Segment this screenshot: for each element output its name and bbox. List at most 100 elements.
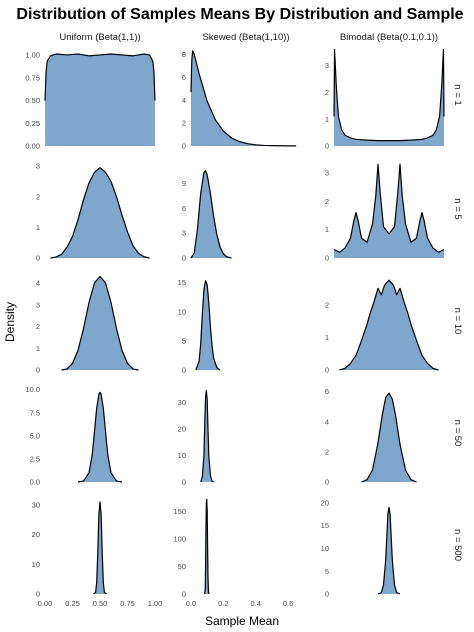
density-line — [200, 390, 214, 483]
density-line — [195, 280, 221, 371]
y-tick-label: 2 — [182, 119, 186, 128]
y-tick-label: 0.00 — [25, 142, 40, 151]
y-tick-label: 3 — [325, 168, 329, 177]
chart-title: Distribution of Samples Means By Distrib… — [16, 6, 463, 23]
y-tick-label: 8 — [182, 50, 186, 59]
density-line — [190, 170, 232, 259]
y-tick-label: 0.25 — [25, 119, 40, 128]
y-tick-label: 4 — [36, 278, 40, 287]
y-tick-label: 0 — [182, 590, 186, 599]
y-tick-label: 6 — [182, 73, 186, 82]
y-tick-label: 0 — [325, 478, 329, 487]
density-area — [61, 276, 139, 370]
density-line — [333, 48, 445, 142]
y-tick-label: 100 — [173, 535, 186, 544]
density-panel: 0 2 4 6 8 — [182, 50, 297, 151]
density-area — [334, 164, 444, 258]
y-tick-label: 2 — [325, 197, 329, 206]
x-tick-label: 0.0 — [186, 599, 196, 608]
y-tick-label: 1 — [325, 333, 329, 342]
density-panel: 0 5 10 15 20 — [321, 498, 401, 599]
column-strips: Uniform (Beta(1,1)) Skewed (Beta(1,10)) Bi… — [59, 32, 438, 43]
y-tick-label: 20 — [32, 530, 40, 539]
y-tick-label: 2 — [36, 192, 40, 201]
y-tick-label: 0 — [182, 478, 186, 487]
y-tick-label: 1 — [325, 225, 329, 234]
y-tick-label: 5 — [325, 567, 329, 576]
y-tick-label: 20 — [178, 425, 186, 434]
y-tick-label: 15 — [178, 278, 186, 287]
y-axis-label: Density — [3, 302, 17, 342]
x-tick-label: 0.50 — [93, 599, 108, 608]
row-strip-label: n = 10 — [452, 308, 463, 335]
y-tick-label: 10.0 — [25, 385, 40, 394]
y-tick-label: 0 — [182, 142, 186, 151]
y-tick-label: 10 — [178, 451, 186, 460]
y-tick-label: 2 — [325, 447, 329, 456]
density-line — [377, 506, 401, 595]
y-tick-label: 6 — [182, 204, 186, 213]
density-line — [61, 275, 139, 371]
density-line — [44, 53, 156, 101]
y-tick-label: 2 — [325, 300, 329, 309]
density-area — [339, 280, 439, 370]
x-tick-label: 1.00 — [148, 599, 163, 608]
y-tick-label: 0 — [325, 254, 329, 263]
y-tick-label: 20 — [321, 498, 329, 507]
density-line — [77, 391, 123, 483]
y-tick-label: 0 — [36, 254, 40, 263]
row-strips: n = 1 n = 5 n = 10 n = 50 n = 500 — [452, 84, 463, 561]
y-tick-label: 30 — [32, 501, 40, 510]
y-tick-label: 0 — [182, 254, 186, 263]
y-tick-label: 0 — [325, 366, 329, 375]
y-tick-label: 4 — [325, 417, 329, 426]
y-tick-label: 9 — [182, 179, 186, 188]
y-tick-label: 0 — [325, 590, 329, 599]
y-tick-label: 0 — [36, 366, 40, 375]
x-tick-label: 0.25 — [65, 599, 80, 608]
density-panel: 0 50 100 150 — [173, 498, 210, 599]
y-tick-label: 5 — [182, 336, 186, 345]
y-tick-label: 1 — [36, 223, 40, 232]
y-tick-label: 5.0 — [30, 431, 40, 440]
density-line — [190, 50, 297, 147]
column-strip-label: Bimodal (Beta(0.1,0.1)) — [340, 32, 438, 43]
row-strip-label: n = 5 — [452, 198, 463, 219]
y-tick-label: 10 — [178, 307, 186, 316]
density-panel: 0 1 2 3 4 — [36, 275, 139, 375]
density-panel: 0 3 6 9 — [182, 170, 232, 263]
y-tick-label: 6 — [325, 387, 329, 396]
density-panel: 0 10 20 30 — [178, 390, 214, 487]
density-panel: 0 2 4 6 — [325, 387, 417, 487]
y-tick-label: 1.00 — [25, 51, 40, 60]
y-tick-label: 1 — [36, 344, 40, 353]
y-tick-label: 0 — [182, 366, 186, 375]
density-area — [191, 50, 297, 146]
density-area — [78, 392, 122, 482]
y-tick-label: 15 — [321, 521, 329, 530]
x-tick-label: 0.4 — [250, 599, 260, 608]
y-tick-label: 10 — [32, 560, 40, 569]
y-tick-label: 150 — [173, 507, 186, 516]
y-tick-label: 3 — [325, 61, 329, 70]
y-tick-label: 2 — [325, 88, 329, 97]
density-line — [93, 501, 107, 595]
density-area — [50, 167, 150, 258]
density-panel: 0 1 2 3 — [325, 48, 445, 151]
y-tick-label: 3 — [36, 300, 40, 309]
y-tick-label: 2 — [36, 322, 40, 331]
y-tick-label: 4 — [182, 96, 186, 105]
y-tick-label: 10 — [321, 544, 329, 553]
column-strip-label: Skewed (Beta(1,10)) — [202, 32, 289, 43]
row-strip-label: n = 1 — [452, 84, 463, 105]
density-panel: 0 1 2 3 — [325, 163, 445, 263]
density-area — [93, 501, 107, 594]
y-tick-label: 50 — [178, 562, 186, 571]
y-tick-label: 0.50 — [25, 96, 40, 105]
density-area — [378, 507, 400, 594]
x-axis-label: Sample Mean — [205, 614, 279, 628]
x-tick-label: 0.00 — [38, 599, 53, 608]
y-tick-label: 1 — [325, 115, 329, 124]
x-tick-label: 0.2 — [218, 599, 228, 608]
